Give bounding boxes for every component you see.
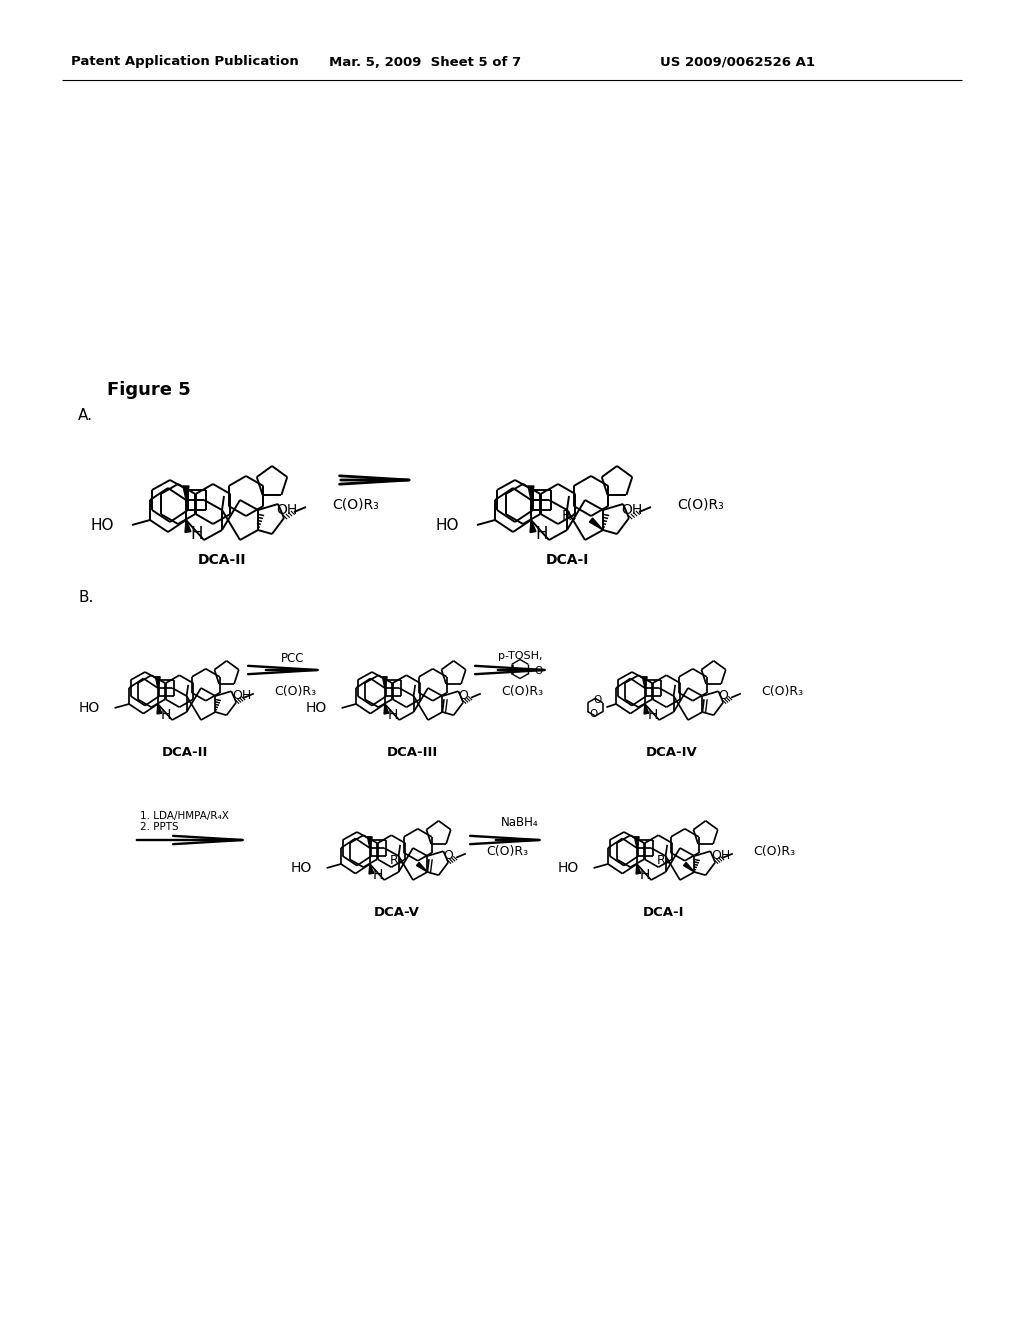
Text: H: H [161, 709, 171, 722]
Text: H: H [648, 709, 658, 722]
Text: O: O [458, 689, 468, 702]
Text: A.: A. [78, 408, 93, 422]
Text: PCC: PCC [282, 652, 305, 664]
Text: H: H [640, 869, 650, 882]
Text: B.: B. [78, 590, 93, 606]
Text: HO: HO [435, 517, 459, 532]
Polygon shape [382, 677, 387, 688]
Text: Mar. 5, 2009  Sheet 5 of 7: Mar. 5, 2009 Sheet 5 of 7 [329, 55, 521, 69]
Polygon shape [636, 865, 641, 874]
Polygon shape [644, 704, 649, 714]
Text: C(O)R₃: C(O)R₃ [762, 685, 804, 698]
Polygon shape [683, 862, 694, 873]
Polygon shape [183, 486, 189, 500]
Text: DCA-III: DCA-III [386, 747, 437, 759]
Text: OH: OH [712, 849, 731, 862]
Text: NaBH₄: NaBH₄ [501, 816, 539, 829]
Text: H: H [190, 525, 203, 543]
Text: DCA-IV: DCA-IV [646, 747, 698, 759]
Text: Figure 5: Figure 5 [106, 381, 190, 399]
Text: O: O [443, 849, 453, 862]
Text: C(O)R₃: C(O)R₃ [332, 498, 379, 512]
Text: Patent Application Publication: Patent Application Publication [71, 55, 299, 69]
Text: H: H [535, 525, 548, 543]
Text: OH: OH [621, 503, 642, 517]
Text: R₄: R₄ [657, 854, 671, 866]
Text: R₄: R₄ [562, 510, 577, 523]
Text: HO: HO [558, 861, 580, 875]
Polygon shape [384, 704, 389, 714]
Text: C(O)R₃: C(O)R₃ [754, 845, 796, 858]
Polygon shape [642, 677, 647, 688]
Text: 1. LDA/HMPA/R₄X: 1. LDA/HMPA/R₄X [140, 810, 229, 821]
Text: O: O [718, 689, 728, 702]
Text: C(O)R₃: C(O)R₃ [274, 685, 316, 698]
Polygon shape [369, 865, 374, 874]
Text: p-TOSH,: p-TOSH, [498, 651, 543, 661]
Polygon shape [417, 862, 427, 873]
Text: DCA-V: DCA-V [374, 907, 420, 920]
Text: R₄: R₄ [390, 854, 403, 866]
Text: HO: HO [90, 517, 114, 532]
Text: 2. PPTS: 2. PPTS [140, 822, 178, 832]
Text: US 2009/0062526 A1: US 2009/0062526 A1 [660, 55, 815, 69]
Polygon shape [368, 837, 372, 847]
Text: OH: OH [276, 503, 297, 517]
Polygon shape [530, 520, 536, 532]
Text: H: H [388, 709, 398, 722]
Polygon shape [156, 677, 160, 688]
Text: DCA-I: DCA-I [643, 907, 685, 920]
Text: C(O)R₃: C(O)R₃ [502, 685, 544, 698]
Polygon shape [157, 704, 162, 714]
Text: DCA-II: DCA-II [198, 553, 246, 568]
Text: C(O)R₃: C(O)R₃ [677, 498, 724, 512]
Text: O: O [593, 696, 601, 705]
Polygon shape [185, 520, 190, 532]
Text: O: O [589, 709, 597, 719]
Text: DCA-II: DCA-II [162, 747, 208, 759]
Polygon shape [590, 517, 603, 531]
Text: HO: HO [306, 701, 328, 715]
Text: HO: HO [79, 701, 100, 715]
Text: O: O [535, 667, 543, 676]
Text: HO: HO [291, 861, 312, 875]
Polygon shape [528, 486, 534, 500]
Text: OH: OH [232, 689, 252, 702]
Text: C(O)R₃: C(O)R₃ [486, 845, 528, 858]
Text: H: H [373, 869, 383, 882]
Polygon shape [635, 837, 639, 847]
Text: DCA-I: DCA-I [546, 553, 589, 568]
